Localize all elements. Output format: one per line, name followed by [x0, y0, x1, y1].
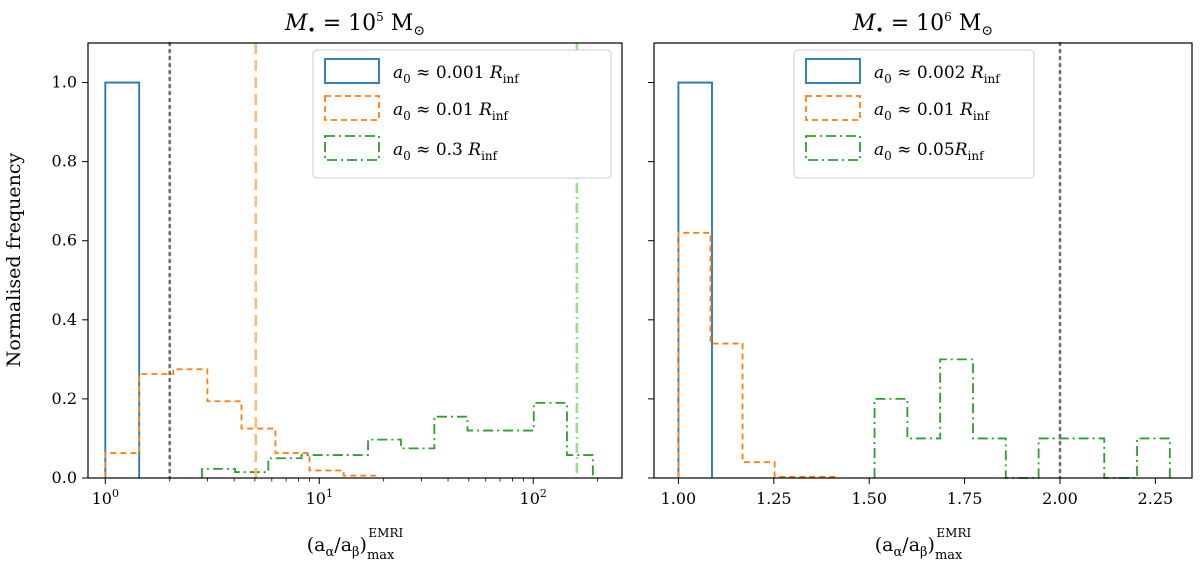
- left-legend-label-2: a0 ≈ 0.3 Rinf: [393, 140, 499, 163]
- x-tick-label: 1.50: [851, 489, 887, 508]
- right-x-axis-label: (aα/aβ)maxEMRI: [875, 526, 972, 563]
- histogram-series-dashed: [104, 368, 379, 478]
- left-axes-frame: [87, 42, 623, 479]
- y-tick-label: 0.8: [52, 152, 77, 171]
- left-legend-entry-0: a0 ≈ 0.001 Rinf: [324, 58, 520, 86]
- left-histograms: [104, 81, 594, 478]
- left-panel-title: M• = 105 M⊙: [284, 10, 425, 39]
- right-legend-entry-2: a0 ≈ 0.05Rinf: [805, 135, 985, 163]
- left-legend-label-0: a0 ≈ 0.001 Rinf: [393, 63, 520, 86]
- left-x-axis-label: (aα/aβ)maxEMRI: [307, 526, 404, 563]
- legend-swatch-dashed: [324, 95, 380, 121]
- y-tick-label: 0.6: [52, 231, 77, 250]
- x-tick-label: 2.00: [1042, 489, 1078, 508]
- left-legend-label-1: a0 ≈ 0.01 Rinf: [393, 100, 509, 123]
- right-legend-entry-0: a0 ≈ 0.002 Rinf: [805, 58, 1001, 86]
- right-legend-label-1: a0 ≈ 0.01 Rinf: [874, 100, 990, 123]
- x-tick-label: 102: [520, 487, 547, 508]
- histogram-series-dashdot: [201, 401, 594, 478]
- right-legend: a0 ≈ 0.002 Rinf a0 ≈ 0.01 Rinf a0 ≈ 0.05…: [793, 49, 1035, 179]
- x-tick-label: 1.75: [947, 489, 983, 508]
- x-tick-label: 2.25: [1138, 489, 1174, 508]
- right-panel-title: M• = 106 M⊙: [852, 10, 993, 39]
- legend-swatch-solid: [805, 58, 861, 84]
- y-tick-label: 1.0: [52, 73, 77, 92]
- left-legend-box: [312, 49, 612, 179]
- histogram-series-solid: [677, 81, 713, 478]
- right-legend-label-0: a0 ≈ 0.002 Rinf: [874, 63, 1001, 86]
- y-tick-label: 0.0: [52, 468, 77, 487]
- right-axis-ticks: 1.00 1.25 1.50 1.75 2.00 2.25: [648, 82, 1174, 508]
- left-legend-entry-2: a0 ≈ 0.3 Rinf: [324, 135, 499, 163]
- histogram-series-dashdot: [873, 358, 1171, 479]
- y-axis-label: Normalised frequency: [3, 153, 25, 368]
- right-legend-box: [793, 49, 1035, 179]
- right-axes-frame: [653, 42, 1193, 479]
- x-tick-label: 1.25: [756, 489, 792, 508]
- y-tick-label: 0.2: [52, 389, 77, 408]
- histogram-series-dashed: [677, 231, 840, 478]
- x-tick-label: 101: [306, 487, 333, 508]
- right-legend-label-2: a0 ≈ 0.05Rinf: [874, 140, 985, 163]
- left-legend-entry-1: a0 ≈ 0.01 Rinf: [324, 95, 509, 123]
- legend-swatch-dashdot: [324, 135, 380, 161]
- histogram-series-solid: [104, 81, 141, 478]
- legend-swatch-dashdot: [805, 135, 861, 161]
- left-reference-lines: [168, 41, 579, 480]
- right-panel: M• = 106 M⊙ 1.00 1.25 1.50 1.75 2.00 2.25 a0 …: [648, 10, 1193, 563]
- legend-swatch-dashed: [805, 95, 861, 121]
- legend-swatch-solid: [324, 58, 380, 84]
- left-axis-ticks: 0.0 0.2 0.4 0.6 0.8 1.0 100 101 102: [52, 73, 599, 508]
- y-tick-label: 0.4: [52, 310, 77, 329]
- right-legend-entry-1: a0 ≈ 0.01 Rinf: [805, 95, 990, 123]
- x-tick-label: 100: [92, 487, 119, 508]
- x-tick-label: 1.00: [661, 489, 697, 508]
- left-legend: a0 ≈ 0.001 Rinf a0 ≈ 0.01 Rinf a0 ≈ 0.3 …: [312, 49, 612, 179]
